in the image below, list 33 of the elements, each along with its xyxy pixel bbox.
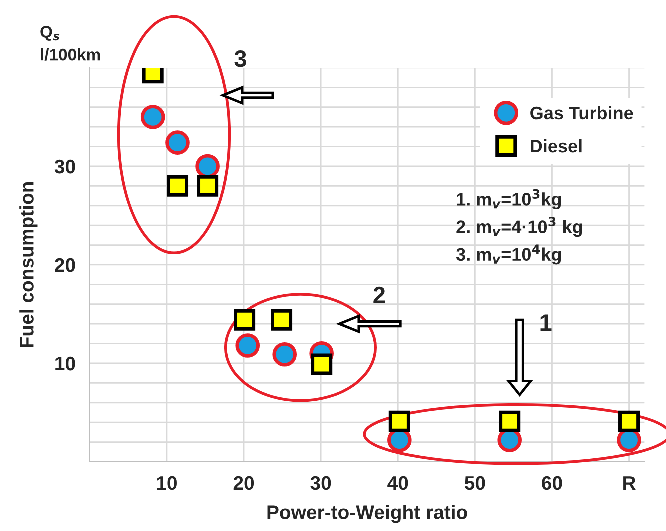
point — [499, 410, 521, 432]
point — [236, 334, 260, 358]
point — [618, 410, 640, 432]
point — [234, 309, 256, 331]
x-axis-title: Power-to-Weight ratio — [268, 505, 468, 524]
annotation: 3. m$_{v}$=10$^{4}$kg — [456, 244, 562, 265]
x-tick-label: 50 — [464, 476, 486, 490]
annotation: 2. m$_{v}$=4·10$^{3}$ kg — [456, 216, 582, 238]
y-tick-label: 30 — [54, 160, 76, 174]
point — [272, 342, 298, 367]
text: Q$_{s}$ l/100km — [40, 26, 100, 61]
annotation: 2 — [374, 286, 386, 304]
x-tick-label: 30 — [310, 476, 332, 490]
x-tick-label: 60 — [542, 476, 562, 490]
x-tick-label: 40 — [388, 476, 408, 490]
text: 3 — [234, 50, 246, 68]
point — [271, 309, 293, 331]
point — [197, 175, 219, 197]
x-tick-label: 10 — [157, 476, 177, 490]
y-tick-label: 20 — [55, 258, 76, 272]
annotation: 3 — [532, 189, 540, 199]
point — [166, 175, 189, 197]
legend-label: Gas Turbine — [530, 106, 634, 120]
point — [166, 130, 190, 155]
point — [140, 105, 166, 130]
point — [388, 410, 410, 432]
y-axis-title: Fuel consumption — [20, 182, 38, 348]
point — [311, 354, 333, 376]
y-tick-label: 10 — [56, 356, 76, 371]
annotation: 1 — [540, 314, 552, 331]
x-tick-label: 20 — [234, 476, 254, 490]
legend-label: Diesel — [531, 139, 582, 153]
x-tick-label: R — [624, 476, 636, 490]
